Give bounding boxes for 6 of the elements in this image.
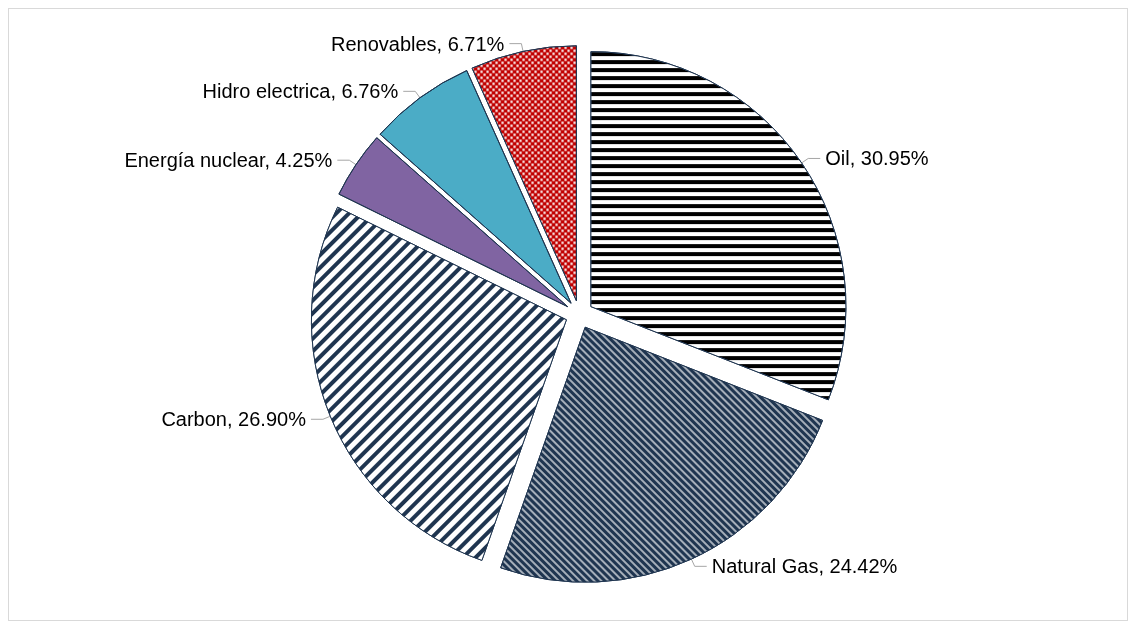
slice-label: Hidro electrica, 6.76%	[202, 80, 399, 103]
slice-label: Renovables, 6.71%	[330, 32, 505, 55]
slice-label: Natural Gas, 24.42%	[711, 555, 898, 578]
slice-label: Oil, 30.95%	[825, 147, 929, 170]
slice-label: Carbon, 26.90%	[161, 408, 307, 431]
slice-label: Energía nuclear, 4.25%	[124, 149, 333, 172]
